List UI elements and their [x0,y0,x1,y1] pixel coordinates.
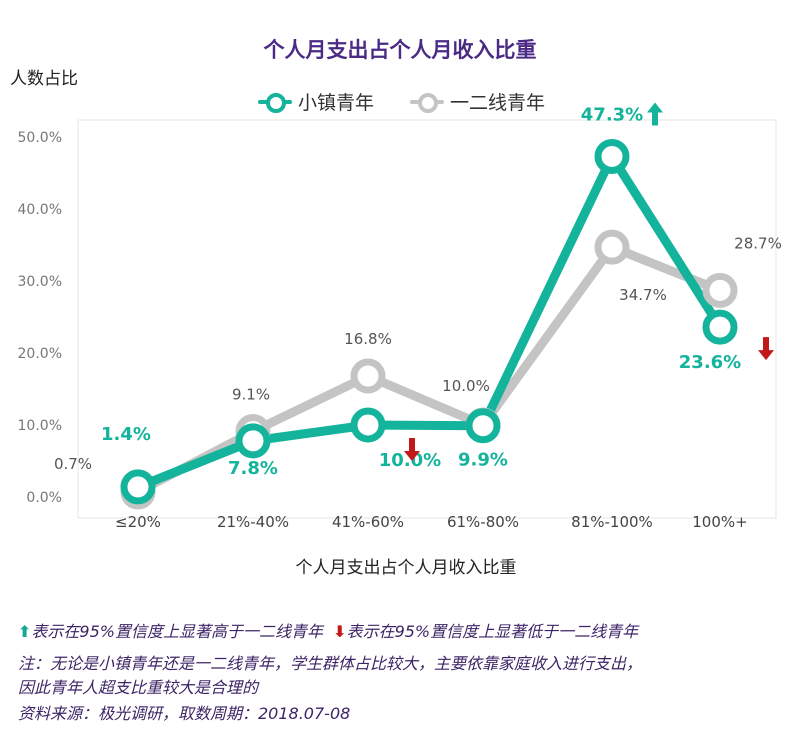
point-town [702,309,738,345]
footer-source: 资料来源：极光调研，取数周期：2018.07-08 [18,704,351,723]
point-city [702,272,738,308]
data-label-town: 10.0% [379,450,441,471]
y-tick-label: 30.0% [18,274,62,290]
x-tick-label: 61%-80% [447,513,519,531]
footer-legend-notes: ⬆表示在95%置信度上显著高于一二线青年 ⬇表示在95%置信度上显著低于一二线青… [18,618,638,642]
point-town [465,408,501,444]
x-axis-label: 个人月支出占个人月收入比重 [296,558,517,578]
down-arrow-icon: ⬇ [333,622,347,641]
footer-note-line2: 因此青年人超支比重较大是合理的 [18,678,259,697]
y-tick-label: 20.0% [18,346,62,362]
up-note: 表示在95%置信度上显著高于一二线青年 [31,622,323,641]
data-label-city: 10.0% [442,377,490,395]
line-chart: 0.0% 10.0% 20.0% 30.0% 40.0% 50.0% ≤20% 21%-40%… [18,102,782,578]
legend-item-city: 一二线青年 [410,88,545,115]
x-tick-label: ≤20% [115,513,161,531]
legend-swatch-city [410,92,445,113]
data-label-town: 7.8% [228,458,278,479]
y-tick-label: 0.0% [26,490,62,506]
up-arrow-icon: ⬆ [18,622,32,641]
point-city [594,229,630,265]
y-tick-label: 10.0% [18,418,62,434]
chart-title: 个人月支出占个人月收入比重 [263,38,537,62]
x-tick-label: 81%-100% [571,513,653,531]
legend: 小镇青年 一二线青年 [258,88,545,115]
data-label-city: 0.7% [54,455,92,473]
data-label-city: 16.8% [344,330,392,348]
data-label-city: 28.7% [734,234,782,252]
point-town [594,138,630,174]
legend-label-town: 小镇青年 [298,92,375,114]
point-town [350,407,386,443]
point-town [235,423,271,459]
legend-item-town: 小镇青年 [258,88,374,115]
footer-note-line1: 注：无论是小镇青年还是一二线青年，学生群体占比较大，主要依靠家庭收入进行支出， [18,654,643,673]
series-line-city [133,242,725,497]
data-label-town: 47.3% [581,104,643,125]
data-label-city: 9.1% [232,385,270,403]
y-tick-label: 50.0% [18,130,62,146]
down-note: 表示在95%置信度上显著低于一二线青年 [346,622,639,641]
point-town [120,469,156,505]
legend-swatch-town [258,92,292,113]
data-label-town: 23.6% [679,352,741,373]
y-tick-label: 40.0% [18,202,62,218]
data-label-town: 1.4% [101,424,151,445]
point-city [350,358,386,394]
x-tick-label: 21%-40% [217,513,289,531]
y-axis-label: 人数占比 [10,69,78,89]
x-tick-label: 100%+ [692,513,747,531]
series-line-town [133,151,725,492]
data-label-city: 34.7% [619,286,667,304]
down-arrow-icon [404,438,420,461]
legend-label-city: 一二线青年 [450,92,546,114]
up-arrow-icon [647,102,663,126]
x-tick-label: 41%-60% [332,513,404,531]
data-label-town: 9.9% [458,450,508,471]
plot-frame [77,119,777,519]
down-arrow-icon [758,337,774,361]
